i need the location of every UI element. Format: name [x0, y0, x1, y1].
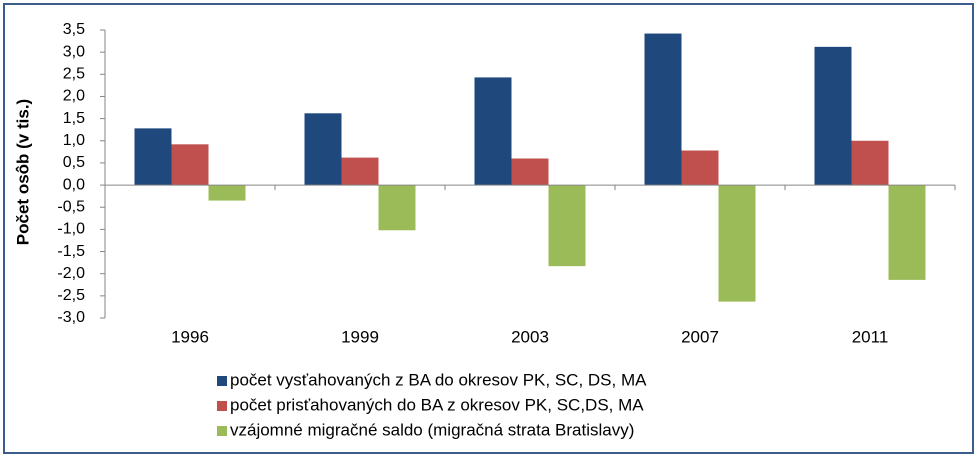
x-tick-label: 2011: [852, 327, 889, 346]
y-tick-label: -0,5: [57, 198, 85, 215]
bar: [171, 144, 209, 186]
y-tick-label: 0,0: [63, 176, 85, 193]
bar: [304, 113, 342, 186]
y-tick-label: 2,5: [63, 66, 85, 83]
bar: [378, 185, 416, 231]
bar: [134, 128, 172, 186]
bar: [208, 185, 246, 201]
bar: [474, 77, 512, 186]
x-tick-label: 1996: [171, 327, 209, 346]
legend-swatch: [217, 426, 227, 436]
legend-label: počet prisťahovaných do BA z okresov PK,…: [230, 395, 644, 414]
legend-label: vzájomné migračné saldo (migračná strata…: [230, 420, 634, 439]
bar: [548, 185, 586, 267]
x-tick-label: 1999: [341, 327, 379, 346]
bar: [814, 46, 852, 186]
y-tick-label: -1,5: [57, 243, 85, 260]
y-tick-label: 1,0: [63, 132, 85, 149]
bar: [888, 185, 926, 280]
bar: [644, 33, 682, 186]
bar: [681, 150, 719, 186]
y-tick-label: 2,0: [63, 88, 85, 105]
legend-label: počet vysťahovaných z BA do okresov PK, …: [230, 370, 647, 389]
y-tick-label: -2,5: [57, 287, 85, 304]
y-axis-label: Počet osôb (v tis.): [13, 99, 32, 245]
y-tick-label: 3,5: [63, 21, 85, 38]
bar: [341, 157, 379, 186]
y-tick-label: -2,0: [57, 265, 85, 282]
x-tick-label: 2007: [681, 327, 719, 346]
y-tick-label: 3,0: [63, 43, 85, 60]
y-tick-label: 1,5: [63, 110, 85, 127]
bar: [511, 158, 549, 186]
y-tick-label: 0,5: [63, 154, 85, 171]
x-tick-label: 2003: [511, 327, 549, 346]
legend-swatch: [217, 376, 227, 386]
y-tick-label: -3,0: [57, 309, 85, 326]
bar: [718, 185, 756, 302]
y-tick-label: -1,0: [57, 221, 85, 238]
bar: [851, 140, 889, 186]
legend-swatch: [217, 401, 227, 411]
